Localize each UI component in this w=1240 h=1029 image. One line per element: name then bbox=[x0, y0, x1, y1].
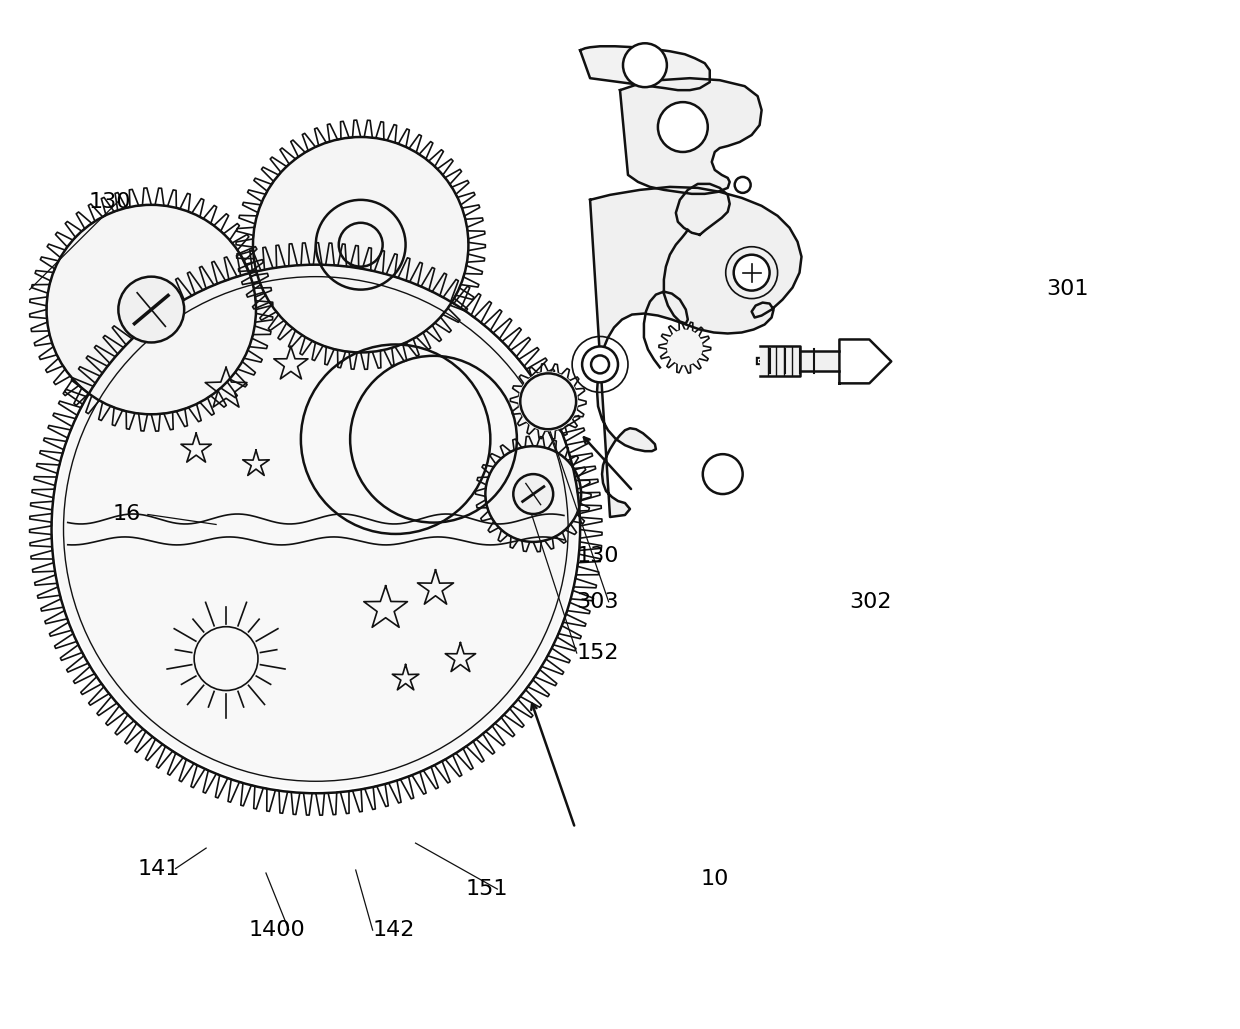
Circle shape bbox=[253, 137, 469, 353]
Circle shape bbox=[55, 268, 577, 790]
Text: 301: 301 bbox=[1047, 279, 1089, 298]
Text: 142: 142 bbox=[373, 920, 415, 941]
Circle shape bbox=[622, 43, 667, 87]
Circle shape bbox=[734, 177, 750, 192]
Text: 302: 302 bbox=[849, 592, 892, 611]
Text: 141: 141 bbox=[138, 858, 180, 879]
Circle shape bbox=[118, 277, 185, 343]
Polygon shape bbox=[580, 46, 709, 91]
Circle shape bbox=[703, 454, 743, 494]
Text: 152: 152 bbox=[577, 643, 619, 663]
Circle shape bbox=[591, 355, 609, 374]
Text: 16: 16 bbox=[113, 504, 141, 525]
Polygon shape bbox=[839, 340, 892, 384]
Polygon shape bbox=[620, 78, 761, 193]
Circle shape bbox=[667, 329, 703, 365]
Text: 10: 10 bbox=[701, 868, 729, 889]
Circle shape bbox=[658, 102, 708, 152]
Circle shape bbox=[518, 371, 578, 431]
Text: 130: 130 bbox=[577, 545, 619, 566]
Polygon shape bbox=[590, 187, 801, 517]
Circle shape bbox=[485, 447, 582, 542]
Text: 151: 151 bbox=[465, 879, 508, 899]
Circle shape bbox=[47, 205, 255, 415]
Circle shape bbox=[582, 347, 618, 383]
Text: 303: 303 bbox=[577, 592, 619, 611]
Text: 1400: 1400 bbox=[249, 920, 306, 941]
Text: 130: 130 bbox=[88, 191, 130, 212]
Circle shape bbox=[513, 474, 553, 514]
Circle shape bbox=[734, 255, 770, 290]
